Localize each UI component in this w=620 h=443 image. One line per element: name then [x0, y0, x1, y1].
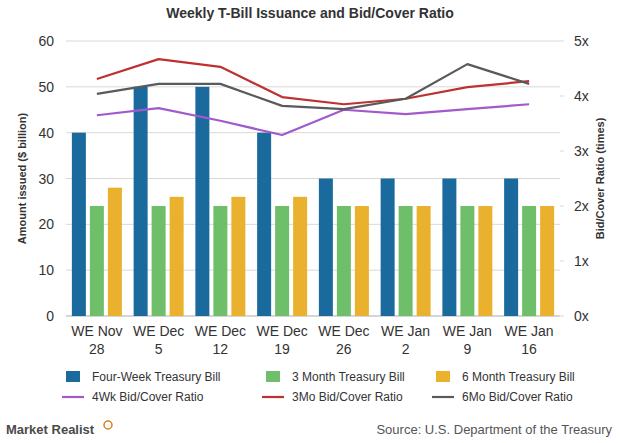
y2-tick-label: 1x [574, 253, 589, 269]
x-tick-label-line: 16 [521, 341, 537, 357]
bar [195, 87, 209, 316]
y2-tick-label: 3x [574, 143, 589, 159]
title: Weekly T-Bill Issuance and Bid/Cover Rat… [166, 5, 454, 21]
legend-swatch [266, 371, 280, 382]
y2-tick-label: 5x [574, 33, 589, 49]
bar [90, 206, 104, 316]
legend-label: 4Wk Bid/Cover Ratio [92, 390, 204, 404]
bar [213, 206, 227, 316]
bar [522, 206, 536, 316]
x-tick-label: WE Jan 2 [381, 323, 430, 357]
bar [381, 179, 395, 317]
bar [478, 206, 492, 316]
y2-tick [560, 96, 564, 97]
x-tick-label: WE Dec 5 [133, 323, 184, 357]
bar [275, 206, 289, 316]
x-tick-label-line: 12 [213, 341, 229, 357]
y2-tick [560, 261, 564, 262]
legend-swatch [62, 396, 84, 398]
y-tick-label: 0 [46, 308, 54, 324]
x-tick-label-line: 26 [336, 341, 352, 357]
line [97, 64, 529, 109]
x-tick-label-line: WE Dec [318, 323, 369, 339]
y-tick-label: 30 [38, 171, 54, 187]
x-tick-label-line: WE Dec [195, 323, 246, 339]
source: Source: U.S. Department of the Treasury [376, 422, 612, 437]
legend-label: 3Mo Bid/Cover Ratio [292, 390, 403, 404]
x-tick-label-line: 19 [274, 341, 290, 357]
bar [231, 197, 245, 316]
legend-label: 3 Month Treasury Bill [292, 370, 405, 384]
bar [134, 87, 148, 316]
x-tick-label-line: WE Jan [505, 323, 554, 339]
bar [319, 179, 333, 317]
y-tick-label: 10 [38, 262, 54, 278]
bar [355, 206, 369, 316]
x-tick-label: WE Dec 19 [256, 323, 307, 357]
y2-tick [560, 206, 564, 207]
y2-tick [560, 316, 564, 317]
logo: Market Realist [6, 422, 95, 437]
x-tick-label: WE Jan 16 [505, 323, 554, 357]
y2-tick-label: 4x [574, 88, 589, 104]
x-tick-label-line: 9 [463, 341, 471, 357]
y2-axis-title: Bid/Cover Ratio (times) [594, 117, 606, 239]
bar [442, 179, 456, 317]
line [97, 104, 529, 135]
bar [399, 206, 413, 316]
chart: Weekly T-Bill Issuance and Bid/Cover Rat… [0, 0, 620, 443]
bar [293, 197, 307, 316]
legend-swatch [436, 371, 450, 382]
bar [337, 206, 351, 316]
y2-tick [560, 151, 564, 152]
x-tick-label-line: WE Jan [443, 323, 492, 339]
bar [152, 206, 166, 316]
x-tick-label-line: WE Dec [133, 323, 184, 339]
bar [170, 197, 184, 316]
x-tick-label: WE Jan 9 [443, 323, 492, 357]
bar [417, 206, 431, 316]
bar [504, 179, 518, 317]
y-tick-label: 20 [38, 216, 54, 232]
legend-swatch [432, 396, 454, 398]
x-tick-label-line: 5 [155, 341, 163, 357]
x-tick-label: WE Dec 12 [195, 323, 246, 357]
bar [540, 206, 554, 316]
logo-icon [104, 421, 112, 429]
x-tick-label-line: WE Jan [381, 323, 430, 339]
y2-tick-label: 2x [574, 198, 589, 214]
bar [108, 188, 122, 316]
y-axis-title: Amount issued ($ billion) [16, 112, 28, 244]
x-tick-label: WE Nov 28 [71, 323, 122, 357]
y2-tick-label: 0x [574, 308, 589, 324]
bar [72, 133, 86, 316]
legend-swatch [66, 371, 80, 382]
y-tick-label: 60 [38, 33, 54, 49]
x-tick-label-line: WE Nov [71, 323, 122, 339]
x-tick-label-line: 28 [89, 341, 105, 357]
y-tick-label: 50 [38, 79, 54, 95]
x-tick-label-line: WE Dec [256, 323, 307, 339]
x-tick-label-line: 2 [402, 341, 410, 357]
y-tick-label: 40 [38, 125, 54, 141]
legend-label: 6Mo Bid/Cover Ratio [462, 390, 573, 404]
grid-line [66, 41, 560, 42]
legend-swatch [262, 396, 284, 398]
plot-marks [72, 59, 554, 316]
x-tick-label: WE Dec 26 [318, 323, 369, 357]
bar [257, 133, 271, 316]
legend-label: 6 Month Treasury Bill [462, 370, 575, 384]
legend-label: Four-Week Treasury Bill [92, 370, 220, 384]
y2-tick [560, 41, 564, 42]
bar [460, 206, 474, 316]
